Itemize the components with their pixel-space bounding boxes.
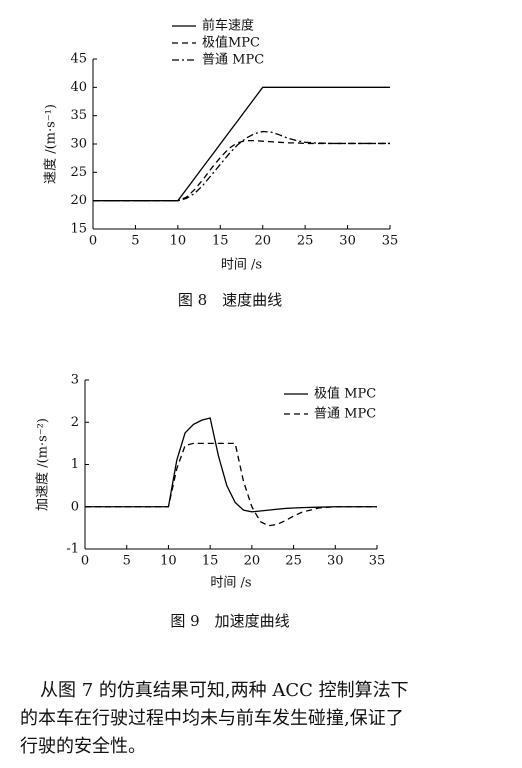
x-tick-label: 10 bbox=[160, 554, 177, 569]
y-tick-label: 40 bbox=[70, 80, 87, 95]
x-tick-label: 25 bbox=[297, 234, 314, 249]
legend-label: 极值 MPC bbox=[314, 386, 376, 402]
x-tick-label: 5 bbox=[131, 234, 139, 249]
legend-label: 普通 MPC bbox=[314, 407, 376, 422]
paragraph-line: 的本车在行驶过程中均未与前车发生碰撞,保证了 bbox=[20, 708, 404, 729]
paragraph-line: 行驶的安全性。 bbox=[20, 736, 146, 757]
caption: 图 9 加速度曲线 bbox=[170, 612, 289, 630]
x-axis-label: 时间 /s bbox=[221, 258, 262, 273]
y-tick-label: 3 bbox=[71, 373, 79, 388]
y-tick-label: 25 bbox=[70, 165, 87, 180]
paragraph-line: 从图 7 的仿真结果可知,两种 ACC 控制算法下 bbox=[40, 680, 409, 701]
y-tick-label: 0 bbox=[71, 499, 79, 514]
x-tick-label: 25 bbox=[285, 554, 302, 569]
y-tick-label: 30 bbox=[70, 137, 87, 152]
x-tick-label: 15 bbox=[202, 554, 219, 569]
caption: 图 8 速度曲线 bbox=[178, 291, 282, 309]
x-tick-label: 20 bbox=[244, 554, 261, 569]
line-series bbox=[93, 86, 390, 202]
y-tick-label: 35 bbox=[70, 108, 87, 123]
x-tick-label: 0 bbox=[89, 234, 97, 249]
line-series bbox=[85, 442, 377, 527]
y-tick-label: -1 bbox=[66, 542, 79, 557]
x-tick-label: 35 bbox=[369, 554, 386, 569]
x-axis-label: 时间 /s bbox=[210, 576, 251, 591]
x-tick-label: 0 bbox=[81, 554, 89, 569]
y-axis-label: 速度 /(m·s⁻¹) bbox=[43, 104, 59, 184]
legend-label: 前车速度 bbox=[202, 18, 254, 34]
x-tick-label: 10 bbox=[170, 234, 187, 249]
x-tick-label: 30 bbox=[327, 554, 344, 569]
x-tick-label: 15 bbox=[212, 234, 229, 249]
legend-label: 极值MPC bbox=[202, 35, 260, 51]
y-tick-label: 20 bbox=[70, 193, 87, 208]
x-tick-label: 20 bbox=[254, 234, 271, 249]
y-tick-label: 15 bbox=[70, 222, 87, 237]
y-axis-label: 加速度 /(m·s⁻²) bbox=[35, 418, 51, 511]
line-series bbox=[93, 139, 390, 202]
line-series bbox=[93, 130, 390, 202]
legend-label: 普通 MPC bbox=[202, 53, 264, 68]
x-tick-label: 35 bbox=[382, 234, 399, 249]
line-series bbox=[85, 417, 377, 513]
y-tick-label: 1 bbox=[71, 457, 79, 472]
y-tick-label: 45 bbox=[70, 52, 87, 67]
x-tick-label: 5 bbox=[123, 554, 131, 569]
y-tick-label: 2 bbox=[71, 415, 79, 430]
x-tick-label: 30 bbox=[339, 234, 356, 249]
